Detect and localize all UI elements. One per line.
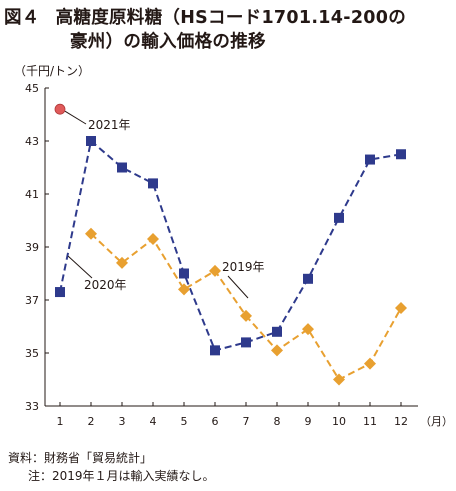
series-line <box>59 139 402 352</box>
data-point-square <box>210 345 220 356</box>
data-point-square <box>334 212 344 223</box>
data-point-square <box>303 273 313 284</box>
data-point-circle <box>54 103 66 115</box>
data-point-square <box>86 136 96 146</box>
y-tick-label: 45 <box>25 82 39 95</box>
leader-line-2020 <box>67 255 93 279</box>
x-tick-label: 7 <box>243 415 250 428</box>
x-tick-label: 1 <box>57 415 64 428</box>
footnote: 注：2019年１月は輸入実績なし。 <box>28 469 215 483</box>
x-tick-label: 10 <box>332 415 346 428</box>
data-point-diamond <box>116 256 128 269</box>
series-layer <box>54 103 407 386</box>
data-point-square <box>148 178 158 189</box>
series-label-2020: 2020年 <box>84 278 127 292</box>
y-tick-label: 41 <box>25 188 39 201</box>
y-tick-label: 39 <box>25 241 39 254</box>
data-point-diamond <box>240 309 252 322</box>
y-tick-label: 43 <box>25 135 39 148</box>
y-tick-label: 33 <box>25 400 39 413</box>
series-labels: 2021年 2020年 2019年 <box>64 110 265 299</box>
figure-number: 図４ <box>4 8 40 28</box>
series-label-2019: 2019年 <box>222 260 265 274</box>
data-point-square <box>179 268 189 279</box>
x-tick-label: 12 <box>394 415 408 428</box>
data-point-square <box>272 326 282 337</box>
y-tick-label: 35 <box>25 347 39 360</box>
data-point-diamond <box>333 373 345 386</box>
data-point-square <box>396 149 406 160</box>
data-point-square <box>241 337 251 348</box>
leader-line-2019 <box>227 275 249 299</box>
leader-line-2021 <box>64 110 87 125</box>
title-line-2: 豪州）の輸入価格の推移 <box>70 32 266 52</box>
series-line <box>90 233 402 381</box>
x-axis-unit-label: （月） <box>420 415 453 428</box>
x-tick-label: 5 <box>181 415 188 428</box>
data-point-diamond <box>271 344 283 357</box>
x-tick-label: 8 <box>274 415 281 428</box>
data-point-diamond <box>147 233 159 246</box>
title-line-1: 高糖度原料糖（HSコード1701.14-200の <box>55 8 407 28</box>
x-tick-label: 11 <box>363 415 377 428</box>
data-point-diamond <box>302 323 314 336</box>
series-1 <box>55 136 406 356</box>
source-note: 資料：財務省「貿易統計」 <box>8 451 153 465</box>
data-point-square <box>117 162 127 173</box>
x-tick-label: 9 <box>305 415 312 428</box>
data-point-diamond <box>209 264 221 277</box>
data-point-diamond <box>178 283 190 296</box>
x-tick-label: 2 <box>88 415 95 428</box>
data-point-diamond <box>364 357 376 370</box>
data-point-diamond <box>395 301 407 314</box>
series-3 <box>54 103 66 115</box>
data-point-square <box>365 154 375 165</box>
y-axis-unit-label: （千円/トン） <box>14 64 90 78</box>
data-point-diamond <box>85 227 97 240</box>
x-tick-label: 4 <box>150 415 157 428</box>
x-tick-label: 3 <box>119 415 126 428</box>
series-label-2021: 2021年 <box>88 118 131 132</box>
x-tick-label: 6 <box>212 415 219 428</box>
series-2 <box>85 227 407 386</box>
y-tick-label: 37 <box>25 294 39 307</box>
data-point-square <box>55 287 65 298</box>
chart-title: 図４ 高糖度原料糖（HSコード1701.14-200の 豪州）の輸入価格の推移 <box>4 6 454 54</box>
